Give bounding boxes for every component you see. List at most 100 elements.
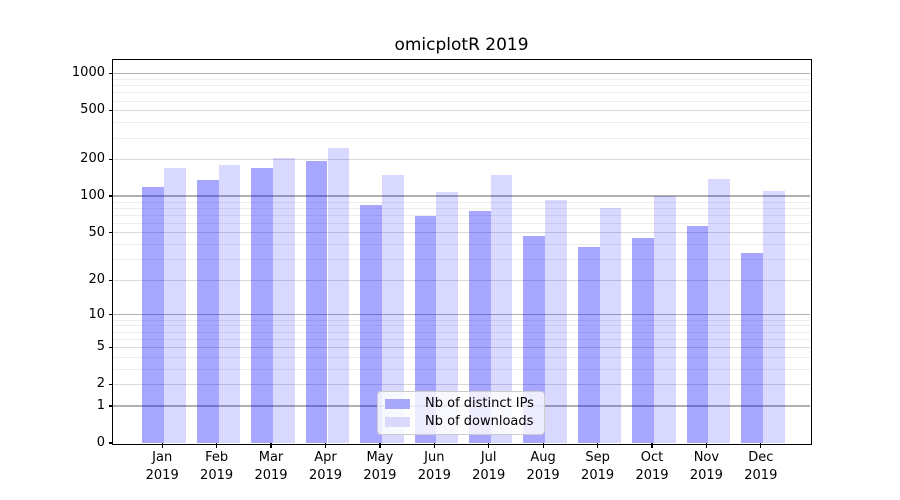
x-tick-label: Jan 2019 xyxy=(145,450,179,483)
gridline-minor xyxy=(113,368,810,370)
bar xyxy=(414,216,437,443)
gridline-minor xyxy=(113,331,810,333)
y-tick-mark xyxy=(108,314,113,316)
bar xyxy=(381,174,404,443)
gridline-minor xyxy=(113,259,810,261)
bar xyxy=(360,205,382,443)
bars-layer xyxy=(113,60,810,443)
x-tick-mark xyxy=(379,443,381,448)
x-tick-label: Apr 2019 xyxy=(308,450,343,483)
gridline-minor xyxy=(113,356,810,358)
bar xyxy=(577,246,600,443)
y-tick-label: 50 xyxy=(88,224,105,240)
bar xyxy=(490,174,513,443)
bar xyxy=(142,187,165,443)
x-tick-label: Mar 2019 xyxy=(254,450,288,483)
x-tick-label: May 2019 xyxy=(363,450,397,483)
bar xyxy=(632,238,654,443)
gridline-minor xyxy=(113,214,810,216)
y-tick-mark xyxy=(108,109,113,111)
plot-area: Nb of distinct IPs Nb of downloads xyxy=(111,58,812,445)
x-tick-mark xyxy=(542,443,544,448)
y-tick-label: 20 xyxy=(88,272,105,288)
y-tick-label: 0 xyxy=(96,435,105,450)
legend-item-distinct-ips: Nb of distinct IPs xyxy=(385,397,536,411)
x-tick-mark xyxy=(324,443,327,448)
gridline-mid xyxy=(113,279,810,281)
gridline-minor xyxy=(113,100,810,102)
bar xyxy=(164,167,186,443)
gridline-minor xyxy=(113,92,810,94)
bar xyxy=(762,190,785,443)
x-tick-mark xyxy=(651,443,653,448)
gridline-mid xyxy=(113,109,810,111)
y-tick-mark xyxy=(108,442,113,444)
gridline-mid xyxy=(113,232,810,234)
x-tick-mark xyxy=(161,443,163,448)
y-tick-mark xyxy=(108,232,113,234)
gridline-minor xyxy=(113,325,810,327)
bar xyxy=(708,178,731,443)
y-tick-label: 100 xyxy=(80,188,105,203)
y-tick-label: 10 xyxy=(88,306,105,322)
x-tick-label: Oct 2019 xyxy=(635,450,669,483)
gridline-major xyxy=(113,195,810,197)
gridline-minor xyxy=(113,85,810,87)
gridline-mid xyxy=(113,383,810,385)
gridline-major xyxy=(113,72,810,74)
x-tick-mark xyxy=(760,443,762,448)
y-tick-mark xyxy=(108,383,113,385)
bar xyxy=(436,192,459,443)
x-tick-label: Nov 2019 xyxy=(689,450,723,483)
gridline-mid xyxy=(113,346,810,348)
x-tick-label: Aug 2019 xyxy=(526,450,560,483)
legend-swatch-distinct-ips xyxy=(385,399,410,409)
x-tick-mark xyxy=(488,443,490,448)
legend: Nb of distinct IPs Nb of downloads xyxy=(377,391,545,435)
y-tick-mark xyxy=(108,405,113,407)
gridline-minor xyxy=(113,78,810,80)
bar xyxy=(305,160,328,443)
legend-swatch-downloads xyxy=(385,417,410,427)
x-tick-mark xyxy=(433,443,435,448)
y-tick-mark xyxy=(108,158,113,160)
bar xyxy=(741,252,763,443)
x-tick-mark xyxy=(270,443,272,448)
gridline-minor xyxy=(113,223,810,224)
gridline-minor xyxy=(113,122,810,124)
bar xyxy=(196,180,219,443)
legend-item-downloads: Nb of downloads xyxy=(385,415,536,429)
y-tick-label: 2 xyxy=(96,376,105,392)
y-tick-mark xyxy=(108,346,113,348)
bar xyxy=(654,196,676,443)
bar xyxy=(327,148,350,443)
y-tick-mark xyxy=(108,195,113,197)
y-tick-label: 200 xyxy=(80,151,105,167)
gridline-minor xyxy=(113,338,810,340)
y-tick-mark xyxy=(108,279,113,281)
gridline-minor xyxy=(113,319,810,321)
y-tick-label: 1 xyxy=(96,397,105,413)
bar xyxy=(218,164,241,443)
gridline-minor xyxy=(113,137,810,139)
y-tick-label: 1000 xyxy=(71,65,105,81)
bar xyxy=(251,167,273,443)
legend-label-downloads: Nb of downloads xyxy=(425,414,534,429)
x-tick-label: Jul 2019 xyxy=(472,450,506,483)
x-tick-label: Feb 2019 xyxy=(200,450,234,483)
bar xyxy=(545,200,567,443)
gridline-major xyxy=(113,314,810,316)
bar xyxy=(273,157,295,443)
bar xyxy=(468,211,491,443)
x-tick-label: Dec 2019 xyxy=(744,450,778,483)
gridline-minor xyxy=(113,207,810,209)
bar xyxy=(686,225,709,443)
y-tick-label: 5 xyxy=(96,339,105,355)
gridline-minor xyxy=(113,244,810,246)
y-tick-label: 500 xyxy=(80,102,105,118)
legend-label-distinct-ips: Nb of distinct IPs xyxy=(425,396,534,411)
bar xyxy=(599,207,622,443)
y-tick-mark xyxy=(108,72,113,74)
x-tick-mark xyxy=(597,443,599,448)
